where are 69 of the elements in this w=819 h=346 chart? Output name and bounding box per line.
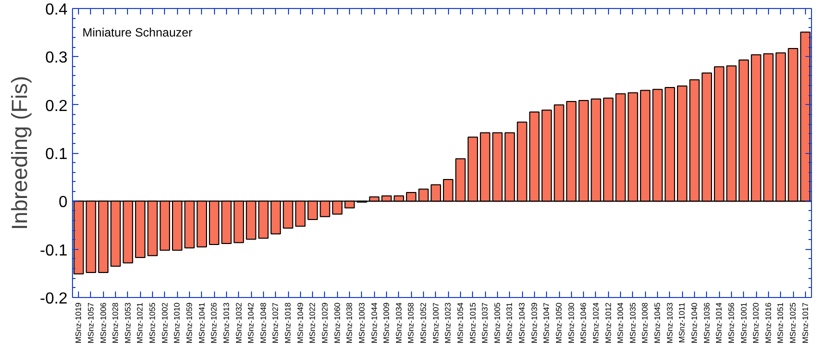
x-tick-label: MSnz-1003: [357, 302, 366, 344]
x-tick-label: MSnz-1002: [160, 302, 170, 344]
x-tick-label: MSnz-1025: [788, 302, 798, 344]
x-tick-label: MSnz-1013: [222, 302, 231, 344]
x-tick-label: MSnz-1058: [406, 302, 416, 344]
x-tick-label: MSnz-1056: [726, 302, 736, 344]
x-tick-label: MSnz-1029: [320, 302, 330, 344]
x-tick-label: MSnz-1004: [616, 302, 626, 344]
y-tick-label: 0: [58, 194, 68, 212]
x-tick-label: MSnz-1022: [308, 302, 318, 344]
x-tick-label: MSnz-1032: [234, 302, 244, 344]
y-tick-label: 0.3: [45, 50, 68, 67]
x-tick-label: MSnz-1021: [136, 302, 145, 344]
x-tick-label: MSnz-1044: [370, 302, 379, 344]
x-tick-label: MSnz-1010: [172, 302, 182, 344]
x-tick-label: MSnz-1020: [752, 302, 761, 344]
x-tick-label: MSnz-1041: [197, 302, 206, 344]
x-tick-label: MSnz-1059: [185, 302, 194, 344]
x-tick-label: MSnz-1060: [332, 302, 342, 344]
x-tick-label: MSnz-1054: [456, 302, 465, 344]
x-tick-label: MSnz-1024: [591, 302, 600, 344]
x-tick-label: MSnz-1051: [776, 302, 786, 344]
y-tick-label: -0.1: [40, 242, 68, 260]
y-tick-label: 0.4: [45, 2, 68, 18]
y-tick-label: 0.1: [45, 146, 68, 163]
x-tick-label: MSnz-1030: [566, 302, 576, 344]
x-tick-label: MSnz-1001: [739, 302, 748, 344]
x-tick-label: MSnz-1007: [431, 302, 440, 344]
x-tick-label: MSnz-1046: [579, 302, 588, 344]
x-tick-label: MSnz-1047: [542, 302, 552, 344]
x-tick-label: MSnz-1055: [148, 302, 158, 344]
x-tick-label: MSnz-1009: [382, 302, 392, 344]
x-tick-label: MSnz-1008: [640, 302, 650, 344]
x-tick-label: MSnz-1031: [505, 302, 514, 344]
x-tick-label: MSnz-1023: [444, 302, 453, 344]
x-tick-label: MSnz-1018: [284, 302, 293, 344]
x-tick-label: MSnz-1035: [628, 302, 638, 344]
x-tick-label: MSnz-1027: [271, 302, 280, 344]
x-tick-label: MSnz-1042: [246, 302, 256, 344]
x-tick-label: MSnz-1014: [714, 302, 724, 344]
x-tick-label: MSnz-1028: [111, 302, 120, 344]
x-tick-label: MSnz-1038: [345, 302, 354, 344]
x-tick-label: MSnz-1017: [800, 302, 810, 344]
x-tick-label: MSnz-1033: [665, 302, 674, 344]
x-tick-label: MSnz-1012: [604, 302, 613, 344]
x-tick-label: MSnz-1016: [764, 302, 773, 344]
x-tick-label: MSnz-1015: [468, 302, 478, 344]
x-tick-label: MSnz-1040: [690, 302, 699, 344]
y-axis-title: Inbreeding (Fis): [6, 76, 32, 230]
x-tick-label: MSnz-1043: [518, 302, 527, 344]
y-tick-label: -0.2: [40, 290, 68, 308]
x-tick-label: MSnz-1037: [480, 302, 490, 344]
x-tick-label: MSnz-1006: [98, 302, 108, 344]
x-tick-label: MSnz-1039: [530, 302, 539, 344]
x-tick-label: MSnz-1050: [554, 302, 564, 344]
x-tick-label: MSnz-1048: [258, 302, 268, 344]
x-tick-label: MSnz-1005: [492, 302, 502, 344]
x-tick-label: MSnz-1019: [74, 302, 84, 344]
x-tick-label: MSnz-1045: [653, 302, 662, 344]
x-tick-label: MSnz-1011: [678, 302, 687, 343]
x-tick-label: MSnz-1053: [123, 302, 132, 344]
y-tick-label: 0.2: [45, 98, 68, 115]
x-tick-label: MSnz-1049: [296, 302, 305, 344]
x-tick-label: MSnz-1026: [210, 302, 219, 344]
x-tick-label: MSnz-1034: [394, 302, 404, 344]
x-tick-label: MSnz-1052: [419, 302, 428, 344]
x-tick-label: MSnz-1036: [702, 302, 712, 344]
x-tick-label: MSnz-1057: [86, 302, 96, 344]
annotation: Miniature Schnauzer: [82, 26, 192, 40]
